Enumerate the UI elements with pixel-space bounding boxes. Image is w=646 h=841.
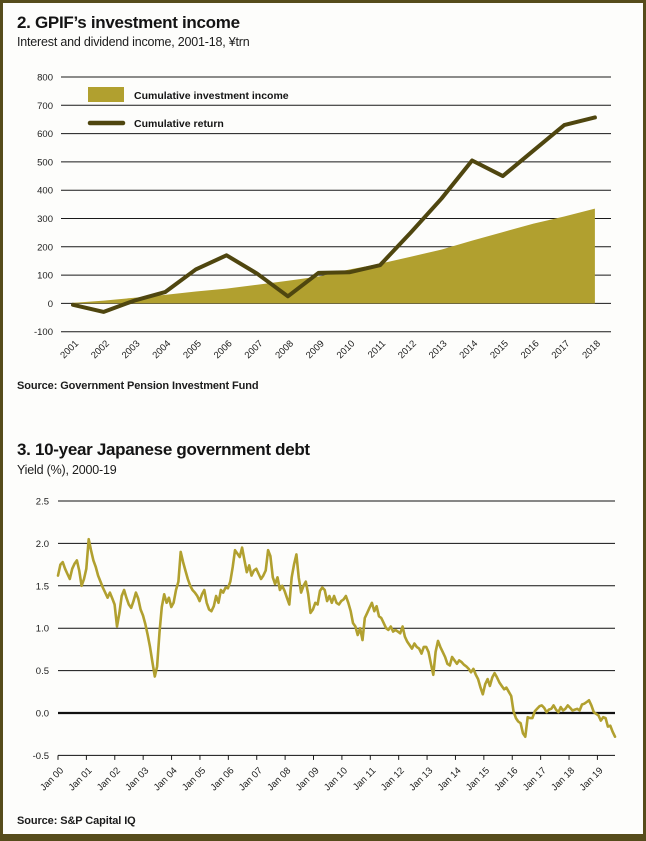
chart3-xtick: Jan 02 — [95, 765, 123, 793]
chart2-xtick: 2001 — [58, 338, 81, 361]
chart3-xtick: Jan 06 — [209, 765, 237, 793]
chart3-xtick: Jan 17 — [521, 765, 549, 793]
chart3-xtick: Jan 07 — [237, 765, 265, 793]
chart2-ytick: 0 — [48, 299, 53, 310]
chart3-ytick: -0.5 — [33, 751, 49, 762]
chart2-ytick: 300 — [37, 214, 53, 225]
chart3-xtick: Jan 04 — [152, 765, 180, 793]
chart2-xtick: 2007 — [243, 338, 266, 361]
chart2-xtick: 2017 — [550, 338, 573, 361]
chart2-xtick: 2002 — [89, 338, 112, 361]
chart3-xtick: Jan 12 — [379, 765, 407, 793]
chart2-xtick: 2004 — [150, 338, 173, 361]
chart3-xtick: Jan 03 — [123, 765, 151, 793]
chart2-ytick: 400 — [37, 186, 53, 197]
chart2-ytick: 600 — [37, 129, 53, 140]
chart3-ytick: 2.0 — [36, 539, 49, 550]
chart2-ytick: 700 — [37, 101, 53, 112]
chart3-xtick: Jan 05 — [180, 765, 208, 793]
chart3-subtitle: Yield (%), 2000-19 — [17, 463, 117, 477]
chart2-xtick: 2008 — [273, 338, 296, 361]
chart2-xtick: 2006 — [212, 338, 235, 361]
chart3-ytick: 0.0 — [36, 709, 49, 720]
chart3-xtick: Jan 01 — [67, 765, 95, 793]
chart3-line-yield — [56, 537, 617, 738]
chart2-xtick: 2012 — [396, 338, 419, 361]
chart3-xtick: Jan 10 — [322, 765, 350, 793]
chart2-source: Source: Government Pension Investment Fu… — [17, 380, 259, 392]
legend-swatch-area — [88, 87, 124, 102]
chart2-xtick: 2015 — [488, 338, 511, 361]
chart3-ytick: 1.5 — [36, 581, 49, 592]
chart2-canvas: 800 700 600 500 400 300 200 100 0 -100 2001 2002 200… — [34, 73, 611, 361]
chart3-xtick: Jan 09 — [294, 765, 322, 793]
chart2-title: 2. GPIF’s investment income — [17, 13, 240, 32]
chart2-xtick: 2009 — [304, 338, 327, 361]
chart3-xtick: Jan 15 — [464, 765, 492, 793]
chart3-source: Source: S&P Capital IQ — [17, 815, 136, 827]
chart3-xtick: Jan 08 — [265, 765, 293, 793]
chart3-xtick: Jan 19 — [578, 765, 606, 793]
chart2-xtick: 2014 — [457, 338, 480, 361]
chart3-ytick: 2.5 — [36, 497, 49, 508]
chart3-xtick: Jan 14 — [436, 765, 464, 793]
chart2-xtick: 2013 — [427, 338, 450, 361]
chart3-canvas: 2.5 2.0 1.5 1.0 0.5 0.0 -0.5 Jan 00 Jan 01 Jan 02… — [33, 497, 617, 793]
chart2-xtick: 2010 — [335, 338, 358, 361]
chart2-xtick: 2005 — [181, 338, 204, 361]
chart3-xtick: Jan 16 — [492, 765, 520, 793]
chart2-area-cumulative-investment-income — [73, 208, 595, 304]
chart2-ytick: 500 — [37, 157, 53, 168]
chart2-line-cumulative-return — [71, 115, 597, 314]
legend-label-cumulative-return: Cumulative return — [134, 118, 224, 130]
chart3-xtick: Jan 13 — [407, 765, 435, 793]
chart2-subtitle: Interest and dividend income, 2001-18, ¥… — [17, 35, 250, 49]
chart2-xtick: 2016 — [519, 338, 542, 361]
chart2-ytick: 800 — [37, 73, 53, 84]
chart2-xtick: 2018 — [580, 338, 603, 361]
chart3-ytick: 0.5 — [36, 666, 49, 677]
chart3-xtick: Jan 18 — [549, 765, 577, 793]
chart3-title: 3. 10-year Japanese government debt — [17, 440, 310, 459]
chart2-ytick: 100 — [37, 271, 53, 282]
chart3-xtick: Jan 11 — [351, 765, 378, 792]
chart2-xtick: 2003 — [120, 338, 143, 361]
chart2-xtick: 2011 — [366, 338, 388, 360]
chart2-ytick: 200 — [37, 242, 53, 253]
legend-label-cumulative-investment-income: Cumulative investment income — [134, 90, 289, 102]
chart2-ytick: -100 — [34, 327, 53, 338]
chart3-ytick: 1.0 — [36, 624, 49, 635]
chart3-xtick: Jan 00 — [38, 765, 66, 793]
